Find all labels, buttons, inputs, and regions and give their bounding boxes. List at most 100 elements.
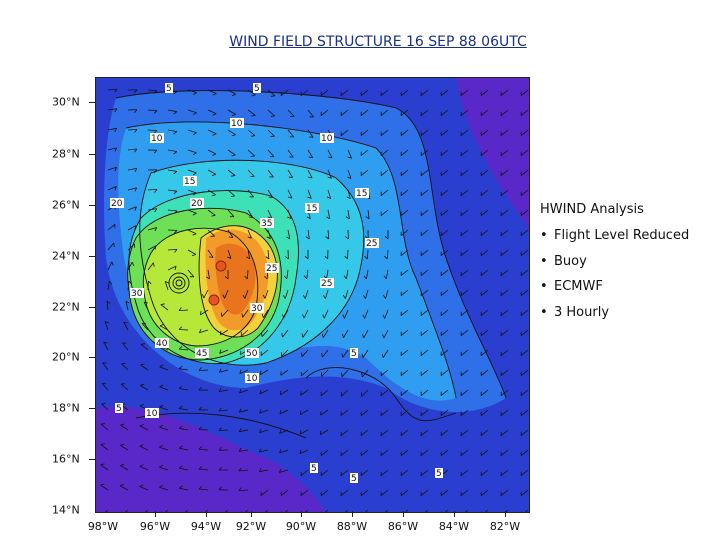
wind-barb [179,427,189,431]
wind-barb [187,249,196,255]
wind-barb-flag [251,114,256,117]
wind-barb [500,429,509,437]
wind-barb [520,369,529,377]
obs-marker-1 [215,260,227,272]
wind-barb-flag [178,445,183,449]
wind-barb [107,223,116,231]
wind-barb [164,509,169,512]
contour-label-bg [115,403,123,413]
wind-barb [198,448,209,451]
wind-barb [107,127,117,131]
wind-barb [300,89,309,97]
wind-barb [107,166,117,171]
wind-barb-flag [192,112,197,116]
wind-barb-flag [139,464,144,467]
wind-barb-flag [218,486,222,491]
legend-item: • 3 Hourly [540,304,689,330]
lon-label-86w: 86°W [387,520,419,533]
wind-barb [500,409,509,417]
wind-barb-flag [347,176,352,179]
wind-barb [500,309,509,317]
wind-barb [480,269,489,277]
wind-barb [520,429,529,437]
wind-barb [520,129,529,137]
wind-barb-flag [218,387,222,392]
wind-barb-flag [134,148,138,153]
wind-barb [307,229,310,239]
wind-barb [139,486,149,491]
wind-barb [460,389,469,397]
wind-barb [119,485,129,491]
wind-barb [440,489,449,497]
wind-barb [440,229,449,237]
wind-barb [207,189,216,196]
wind-barb-flag [231,134,236,137]
wind-barb [120,444,129,451]
wind-barb [282,329,289,338]
wind-barb [327,149,333,159]
wind-barb-flag [238,487,242,491]
wind-barb [420,369,429,377]
wind-barb-flag [342,294,346,299]
wind-barb-flag [320,411,322,416]
contour-label-bg [250,303,264,313]
wind-barb [500,109,509,117]
wind-barb [400,449,409,457]
wind-barb [100,464,109,471]
wind-barb-flag [227,256,232,259]
lon-label-94w: 94°W [190,520,222,533]
wind-barb-flag [212,113,217,116]
wind-barb [306,269,309,279]
wind-barb [184,509,189,512]
wind-barb-flag [159,444,164,448]
wind-barb [500,269,509,277]
wind-barb [144,509,149,512]
wind-barb [219,349,229,354]
wind-barb-flag [143,301,148,304]
wind-barb [239,409,249,413]
wind-barb-flag [239,369,242,374]
wind-barb [280,89,289,97]
wind-barb [227,129,236,136]
wind-barb-flag [261,332,263,337]
wind-barb [267,229,271,239]
wind-barb [147,227,157,231]
wind-barb [264,509,269,512]
wind-barb [440,429,449,437]
wind-barb-flag [111,261,114,266]
contour-label-bg [130,288,144,298]
wind-barb [520,309,529,317]
wind-barb [327,189,332,199]
wind-barb [380,209,389,217]
wind-barb-flag [287,216,292,219]
wind-barb [106,301,109,311]
wind-barb [384,309,389,319]
wind-barb [307,149,314,158]
wind-barb [326,269,329,279]
wind-barb [360,129,369,137]
wind-barb [101,403,109,411]
wind-barb-flag [178,425,183,429]
wind-barb [167,109,177,113]
contour-label: 40 [156,339,168,349]
wind-barb [504,509,509,512]
wind-barb [340,109,349,117]
wind-barb [520,169,529,177]
wind-barb-flag [383,275,387,280]
wind-barb [299,449,309,454]
wind-barb-flag [362,314,365,319]
wind-barb [420,189,429,197]
wind-barb [178,309,189,311]
contour-label: 20 [191,199,203,209]
wind-barb [259,449,269,453]
legend-item-label: Flight Level Reduced [554,228,690,243]
wind-barb [420,289,429,297]
wind-barb [480,289,489,297]
wind-barb [400,169,409,177]
wind-barb [364,509,369,512]
wind-barb [380,429,389,437]
wind-barb-flag [178,326,183,330]
wind-barb [167,189,177,192]
lat-tick [89,154,95,155]
wind-barb [383,329,389,339]
